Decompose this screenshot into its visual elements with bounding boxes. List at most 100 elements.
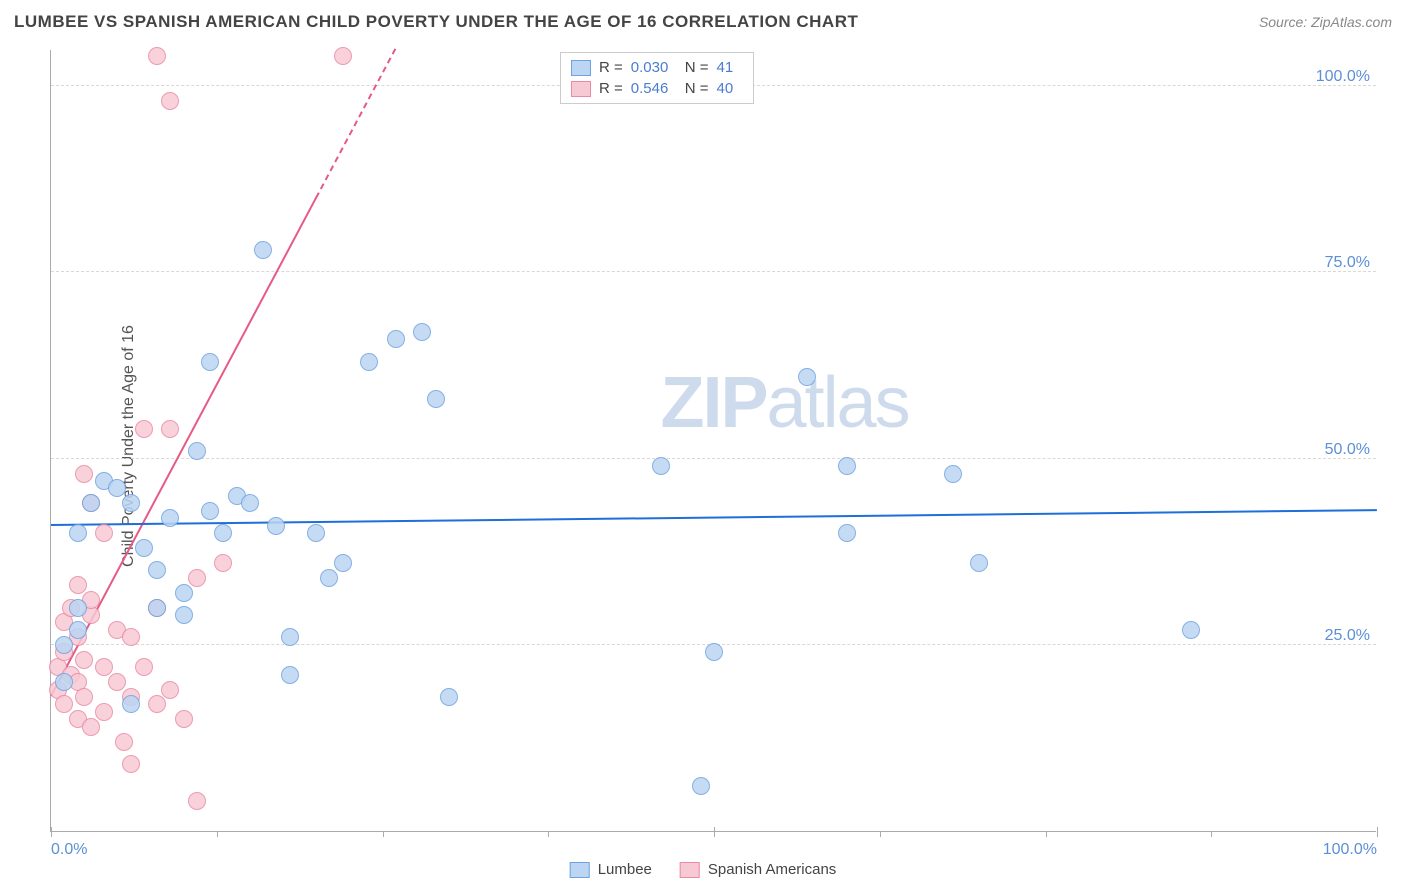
legend-swatch [570,862,590,878]
n-value: 40 [717,80,743,97]
data-point [201,502,219,520]
data-point [970,554,988,572]
x-tick [714,827,715,837]
data-point [307,524,325,542]
data-point [69,576,87,594]
header: LUMBEE VS SPANISH AMERICAN CHILD POVERTY… [14,12,1392,32]
chart-title: LUMBEE VS SPANISH AMERICAN CHILD POVERTY… [14,12,858,32]
gridline [51,271,1376,272]
data-point [148,47,166,65]
r-value: 0.546 [631,80,677,97]
data-point [75,688,93,706]
y-tick-label: 100.0% [1316,68,1370,86]
data-point [798,368,816,386]
data-point [122,755,140,773]
data-point [135,420,153,438]
n-label: N = [685,59,709,76]
x-tick-minor [217,831,218,837]
data-point [135,539,153,557]
data-point [413,323,431,341]
data-point [148,695,166,713]
data-point [122,628,140,646]
data-point [122,494,140,512]
data-point [188,569,206,587]
data-point [267,517,285,535]
y-tick-label: 25.0% [1325,627,1370,645]
trend-line [315,48,396,198]
data-point [95,524,113,542]
data-point [108,673,126,691]
gridline [51,458,1376,459]
x-tick-minor [880,831,881,837]
data-point [254,241,272,259]
legend-label: Spanish Americans [708,861,836,878]
legend-swatch [571,81,591,97]
data-point [838,524,856,542]
data-point [161,509,179,527]
data-point [334,47,352,65]
data-point [55,673,73,691]
n-label: N = [685,80,709,97]
data-point [652,457,670,475]
data-point [122,695,140,713]
data-point [175,710,193,728]
data-point [82,718,100,736]
legend-label: Lumbee [598,861,652,878]
data-point [214,554,232,572]
data-point [281,666,299,684]
data-point [1182,621,1200,639]
stats-legend: R =0.030N =41R =0.546N =40 [560,52,754,104]
n-value: 41 [717,59,743,76]
data-point [148,561,166,579]
data-point [55,695,73,713]
data-point [838,457,856,475]
data-point [692,777,710,795]
data-point [148,599,166,617]
data-point [188,442,206,460]
data-point [69,599,87,617]
y-tick-label: 50.0% [1325,441,1370,459]
data-point [440,688,458,706]
data-point [175,584,193,602]
r-label: R = [599,80,623,97]
data-point [115,733,133,751]
data-point [69,524,87,542]
legend-item: Lumbee [570,861,652,878]
stats-legend-row: R = 0.546 N = 40 [571,78,743,99]
data-point [82,494,100,512]
data-point [69,621,87,639]
x-tick-minor [1046,831,1047,837]
data-point [214,524,232,542]
data-point [161,420,179,438]
data-point [55,636,73,654]
data-point [241,494,259,512]
data-point [135,658,153,676]
stats-legend-row: R =0.030N =41 [571,57,743,78]
data-point [188,792,206,810]
source-label: Source: ZipAtlas.com [1259,14,1392,30]
data-point [175,606,193,624]
r-label: R = [599,59,623,76]
data-point [944,465,962,483]
x-tick-minor [383,831,384,837]
data-point [161,92,179,110]
data-point [75,465,93,483]
watermark-atlas: atlas [767,363,909,443]
x-tick-label: 100.0% [1323,841,1377,859]
x-tick-label: 0.0% [51,841,87,859]
data-point [705,643,723,661]
legend-item: Spanish Americans [680,861,836,878]
series-legend: Lumbee Spanish Americans [570,861,837,878]
data-point [95,658,113,676]
data-point [360,353,378,371]
data-point [108,479,126,497]
plot-area: ZIPatlas 25.0%50.0%75.0%100.0%0.0%100.0% [50,50,1376,832]
data-point [427,390,445,408]
x-tick [1377,827,1378,837]
data-point [334,554,352,572]
data-point [161,681,179,699]
y-tick-label: 75.0% [1325,254,1370,272]
data-point [387,330,405,348]
data-point [320,569,338,587]
x-tick [51,827,52,837]
